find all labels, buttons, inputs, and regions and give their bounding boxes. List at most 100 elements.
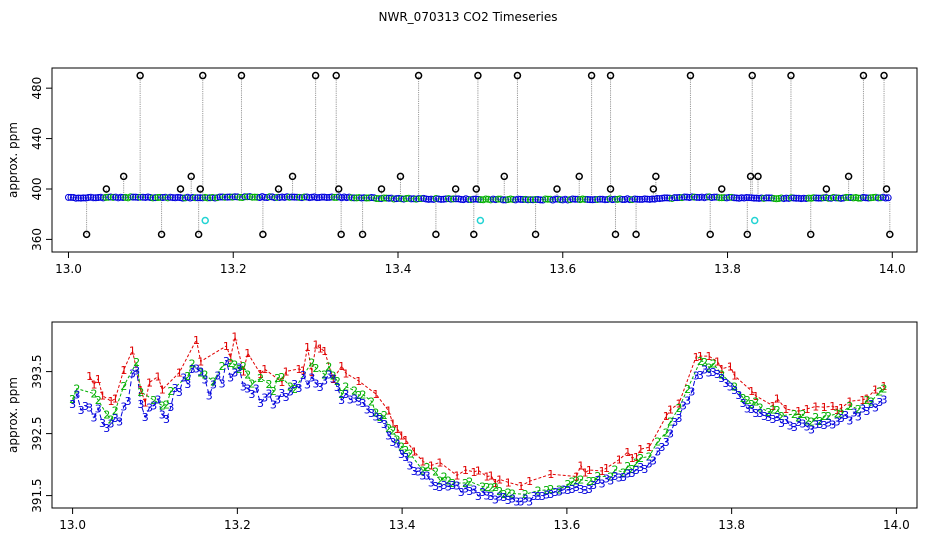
- top-outlier-point: [396, 172, 405, 181]
- bottom-series-1-marker: 1: [697, 350, 704, 363]
- top-ylabel: approx. ppm: [6, 122, 20, 198]
- bottom-series-2-marker: 2: [791, 408, 798, 421]
- bottom-series-2-marker: 2: [765, 406, 772, 419]
- top-outlier-point: [806, 230, 815, 239]
- bottom-series-2-marker: 2: [449, 477, 456, 490]
- bottom-series-1-marker: 1: [705, 350, 712, 363]
- top-data-point: [293, 193, 301, 201]
- top-outlier-point: [880, 71, 888, 80]
- bottom-series-3-marker: 3: [159, 409, 166, 422]
- top-xtick-label: 13.8: [714, 262, 741, 276]
- top-data-point: [390, 195, 398, 203]
- top-data-point: [176, 194, 184, 202]
- bottom-series-3-line: [72, 360, 885, 503]
- top-data-point: [156, 193, 164, 201]
- bottom-series-3-marker: 3: [791, 421, 798, 434]
- bottom-series-3-marker: 3: [658, 441, 665, 454]
- bottom-series-3-marker: 3: [633, 464, 640, 477]
- bottom-series-3-marker: 3: [142, 411, 149, 424]
- bottom-series-1-marker: 1: [137, 384, 144, 397]
- bottom-series-2-marker: 2: [90, 388, 97, 401]
- top-outlier-point: [136, 71, 144, 80]
- top-data-point: [589, 196, 597, 204]
- bottom-series-1-marker: 1: [804, 403, 811, 416]
- top-data-point: [92, 194, 100, 202]
- bottom-series-1-marker: 1: [624, 446, 631, 459]
- top-data-point: [762, 194, 770, 202]
- bottom-series-1-marker: 1: [342, 367, 349, 380]
- top-data-point: [273, 193, 281, 201]
- bottom-series-3-marker: 3: [539, 490, 546, 503]
- bottom-series-3-marker: 3: [385, 429, 392, 442]
- bottom-series-3-marker: 3: [881, 393, 888, 406]
- bottom-series-2-marker: 2: [330, 369, 337, 382]
- top-data-point: [435, 195, 443, 203]
- bottom-series-3-marker: 3: [248, 388, 255, 401]
- bottom-series-3-marker: 3: [654, 445, 661, 458]
- top-data-point: [825, 194, 833, 202]
- bottom-series-2-marker: 2: [821, 410, 828, 423]
- top-outlier-point: [199, 71, 207, 80]
- top-outlier-point: [237, 71, 246, 80]
- bottom-series-1-marker: 1: [308, 366, 315, 379]
- top-outlier-point: [332, 71, 340, 80]
- top-xtick-label: 13.2: [220, 262, 247, 276]
- bottom-series-3-marker: 3: [278, 387, 285, 400]
- bottom-series-3-marker: 3: [342, 388, 349, 401]
- top-data-point: [179, 194, 187, 202]
- top-data-point: [693, 193, 701, 201]
- bottom-series-2-marker: 2: [654, 435, 661, 448]
- top-data-point: [350, 194, 358, 202]
- bottom-series-2-marker: 2: [291, 383, 298, 396]
- top-outlier-point: [575, 172, 583, 181]
- top-data-point: [127, 193, 135, 201]
- bottom-series-1-marker: 1: [300, 365, 307, 378]
- bottom-series-3-marker: 3: [676, 412, 683, 425]
- top-outlier-point: [451, 185, 460, 193]
- bottom-series-2-marker: 2: [441, 470, 448, 483]
- top-data-point: [842, 193, 850, 201]
- bottom-series-2-marker: 2: [112, 404, 119, 417]
- bottom-series-1-marker: 1: [295, 363, 302, 376]
- bottom-series-2-marker: 2: [633, 456, 640, 469]
- top-data-point: [368, 194, 376, 202]
- top-outlier-point: [432, 230, 440, 239]
- top-outlier-point: [102, 185, 111, 193]
- top-data-point: [79, 194, 87, 202]
- bottom-series-3-marker: 3: [616, 471, 623, 484]
- bottom-series-2-marker: 2: [825, 410, 832, 423]
- bottom-series-2-marker: 2: [863, 394, 870, 407]
- bottom-series-3-marker: 3: [488, 490, 495, 503]
- top-outlier-point: [822, 185, 831, 193]
- top-data-point: [288, 193, 296, 201]
- bottom-series-2-marker: 2: [752, 395, 759, 408]
- bottom-series-2-marker: 2: [701, 356, 708, 369]
- top-data-point: [499, 196, 507, 204]
- top-data-point: [830, 194, 838, 202]
- top-data-point: [859, 193, 867, 201]
- top-data-point: [805, 194, 813, 202]
- bottom-series-2-marker: 2: [881, 383, 888, 396]
- bottom-series-3-marker: 3: [78, 404, 85, 417]
- top-flag-point: [201, 216, 209, 225]
- bottom-series-1-marker: 1: [372, 388, 379, 401]
- bottom-series-3-marker: 3: [812, 419, 819, 432]
- bottom-series-3-marker: 3: [304, 378, 311, 391]
- chart-title: NWR_070313 CO2 Timeseries: [378, 10, 558, 24]
- top-outlier-point: [311, 71, 320, 80]
- bottom-series-3-marker: 3: [184, 378, 191, 391]
- top-data-point: [844, 193, 852, 201]
- bottom-series-1-marker: 1: [428, 459, 435, 472]
- top-data-point: [517, 195, 525, 203]
- bottom-series-3-marker: 3: [834, 415, 841, 428]
- bottom-series-1-marker: 1: [547, 468, 554, 481]
- bottom-series-2-marker: 2: [565, 478, 572, 491]
- bottom-series-2-marker: 2: [197, 367, 204, 380]
- bottom-series-2-marker: 2: [108, 413, 115, 426]
- bottom-series-1-marker: 1: [90, 379, 97, 392]
- bottom-series-1-line: [89, 336, 885, 487]
- bottom-series-1-marker: 1: [146, 376, 153, 389]
- bottom-series-2-marker: 2: [466, 475, 473, 488]
- top-data-point: [251, 193, 259, 201]
- top-data-point: [122, 193, 130, 201]
